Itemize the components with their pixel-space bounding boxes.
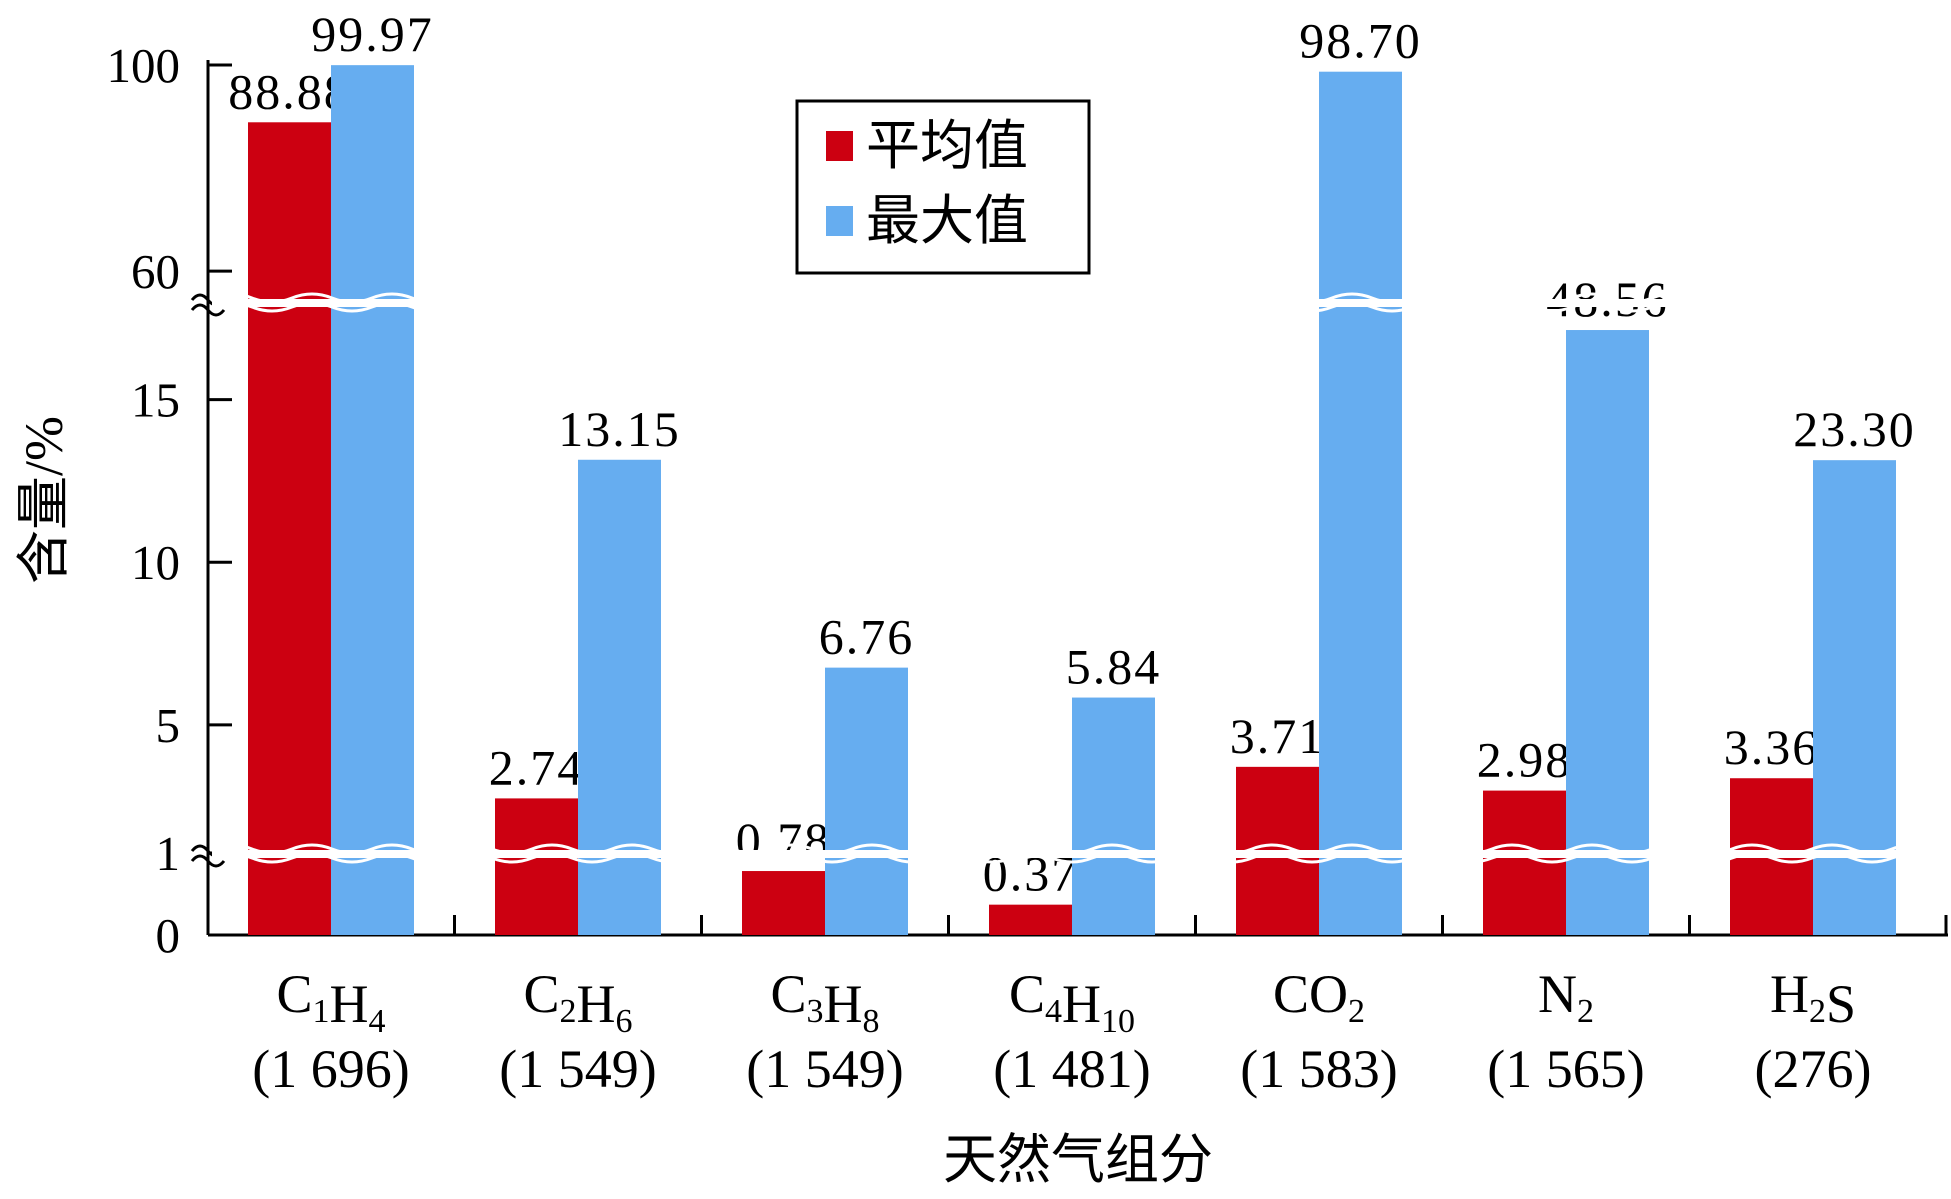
x-axis-title: 天然气组分: [943, 1130, 1213, 1190]
bar-value-label: 88.88: [228, 63, 351, 119]
formula-part: H: [824, 974, 863, 1034]
x-category-label: C1H4: [276, 964, 385, 1040]
bar-value-label: 98.70: [1299, 13, 1422, 69]
axis-break-band: [212, 850, 1898, 858]
x-category-count: (1 565): [1487, 1039, 1644, 1099]
x-category-count: (276): [1755, 1039, 1872, 1099]
bar-mean: [495, 798, 578, 935]
y-tick-label: 5: [156, 698, 181, 753]
formula-subscript: 10: [1101, 1003, 1135, 1040]
bar-max: [1566, 330, 1649, 935]
y-axis-title: 含量/%: [14, 416, 74, 584]
x-category-label: H2S: [1770, 964, 1856, 1034]
x-category-count: (1 583): [1240, 1039, 1397, 1099]
x-category-label: C2H6: [523, 964, 632, 1040]
formula-subscript: 2: [1809, 993, 1826, 1030]
formula-part: C: [770, 964, 806, 1024]
x-category-label: N2: [1538, 964, 1594, 1030]
axis-break-wave: [211, 292, 1951, 304]
x-category-count: (1 549): [499, 1039, 656, 1099]
axis-break-wave: [211, 852, 1951, 864]
formula-part: H: [1062, 974, 1101, 1034]
legend-label: 平均值: [866, 116, 1028, 176]
formula-subscript: 3: [807, 993, 824, 1030]
formula-part: S: [1826, 974, 1856, 1034]
bar-mean: [248, 122, 331, 935]
bar-value-label: 99.97: [311, 6, 434, 62]
bar-max: [1072, 697, 1155, 935]
bar-max: [578, 459, 661, 935]
axis-break-wave: [211, 843, 1951, 855]
legend-label: 最大值: [866, 191, 1028, 251]
axis-break-band: [212, 299, 1898, 307]
x-category-label: CO2: [1273, 964, 1365, 1030]
bar-max: [1319, 71, 1402, 936]
y-tick-label: 100: [107, 38, 181, 93]
bar-value-label: 6.76: [819, 609, 915, 665]
bar-value-label: 2.98: [1477, 732, 1573, 788]
formula-part: C: [276, 964, 312, 1024]
formula-part: H: [1770, 964, 1809, 1024]
bar-max: [331, 65, 414, 936]
bar-mean: [989, 904, 1072, 935]
x-category-count: (1 696): [252, 1039, 409, 1099]
x-category-count: (1 549): [746, 1039, 903, 1099]
formula-subscript: 6: [616, 1003, 633, 1040]
bar-max: [1813, 460, 1896, 935]
x-category-label: C4H10: [1009, 964, 1135, 1040]
formula-subscript: 4: [369, 1003, 386, 1040]
y-tick-label: 1: [156, 826, 181, 881]
bar-value-label: 23.30: [1793, 401, 1916, 457]
formula-part: C: [523, 964, 559, 1024]
bar-mean: [742, 871, 825, 935]
formula-subscript: 2: [1348, 993, 1365, 1030]
legend-box: [795, 99, 1091, 275]
legend-swatch: [826, 131, 853, 161]
y-tick-label: 0: [156, 908, 181, 963]
formula-subscript: 4: [1045, 993, 1062, 1030]
bar-value-label: 3.71: [1230, 708, 1326, 764]
bar-value-label: 3.36: [1724, 719, 1820, 775]
bar-max: [825, 667, 908, 935]
formula-part: C: [1009, 964, 1045, 1024]
formula-part: H: [577, 974, 616, 1034]
formula-subscript: 2: [1577, 993, 1594, 1030]
y-tick-label: 60: [131, 244, 180, 299]
bar-value-label: 2.74: [489, 739, 585, 795]
formula-part: CO: [1273, 964, 1348, 1024]
x-category-label: C3H8: [770, 964, 879, 1040]
y-tick-label: 10: [131, 535, 180, 590]
bar-value-label: 5.84: [1066, 639, 1162, 695]
y-axis-break-mark: [190, 303, 226, 317]
formula-subscript: 2: [560, 993, 577, 1030]
formula-subscript: 1: [313, 993, 330, 1030]
x-category-count: (1 481): [993, 1039, 1150, 1099]
bar-value-label: 13.15: [558, 401, 681, 457]
y-axis-break-mark: [190, 854, 226, 868]
legend-swatch: [826, 206, 853, 236]
axis-break-wave: [211, 301, 1951, 313]
y-tick-label: 15: [131, 373, 180, 428]
formula-part: N: [1538, 964, 1577, 1024]
formula-part: H: [330, 974, 369, 1034]
formula-subscript: 8: [863, 1003, 880, 1040]
